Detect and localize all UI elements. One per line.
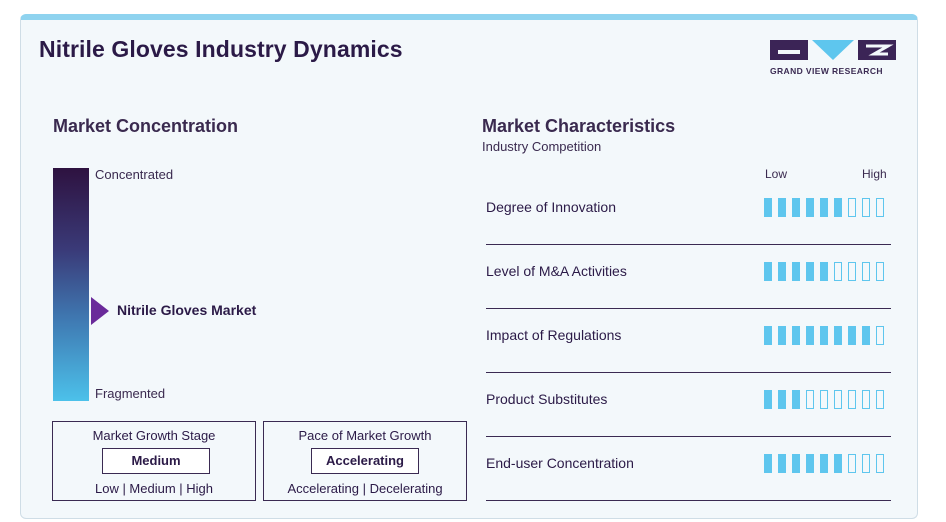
concentration-gradient-bar <box>53 168 89 401</box>
rating-segment-filled <box>834 198 842 217</box>
rating-segment-filled <box>792 326 800 345</box>
scale-high-label: High <box>862 167 887 181</box>
characteristic-row: Level of M&A Activities <box>486 245 891 309</box>
characteristic-row: Impact of Regulations <box>486 309 891 373</box>
concentrated-label: Concentrated <box>95 167 174 182</box>
rating-bars <box>764 198 884 217</box>
characteristic-label: Level of M&A Activities <box>486 263 627 279</box>
rating-segment-filled <box>806 262 814 281</box>
rating-segment-filled <box>792 390 800 409</box>
rating-segment-filled <box>764 262 772 281</box>
rating-segment-filled <box>764 198 772 217</box>
row-divider <box>486 436 891 437</box>
rating-segment-filled <box>778 262 786 281</box>
rating-segment-filled <box>820 198 828 217</box>
rating-segment-empty <box>848 454 856 473</box>
rating-segment-empty <box>862 390 870 409</box>
row-divider <box>486 308 891 309</box>
rating-segment-filled <box>820 454 828 473</box>
rating-segment-filled <box>764 390 772 409</box>
logo-text: GRAND VIEW RESEARCH <box>770 66 883 76</box>
rating-segment-filled <box>806 454 814 473</box>
page-title: Nitrile Gloves Industry Dynamics <box>39 36 403 62</box>
rating-segment-empty <box>862 454 870 473</box>
rating-bars <box>764 390 884 409</box>
growth-stage-value: Medium <box>102 448 210 474</box>
market-characteristics-title: Market Characteristics <box>482 116 676 136</box>
growth-pace-value: Accelerating <box>311 448 419 474</box>
rating-segment-filled <box>792 198 800 217</box>
rating-segment-filled <box>778 454 786 473</box>
growth-stage-box: Market Growth Stage Medium Low | Medium … <box>52 421 256 501</box>
rating-bars <box>764 454 884 473</box>
rating-segment-filled <box>792 262 800 281</box>
rating-segment-empty <box>848 198 856 217</box>
characteristic-label: Impact of Regulations <box>486 327 622 343</box>
row-divider <box>486 244 891 245</box>
rating-segment-filled <box>764 454 772 473</box>
rating-segment-empty <box>834 262 842 281</box>
market-pointer-label: Nitrile Gloves Market <box>117 302 257 318</box>
rating-segment-filled <box>806 326 814 345</box>
scale-low-label: Low <box>765 167 788 181</box>
rating-segment-empty <box>876 454 884 473</box>
rating-segment-empty <box>876 262 884 281</box>
characteristic-label: Product Substitutes <box>486 391 608 407</box>
rating-segment-filled <box>834 454 842 473</box>
rating-segment-filled <box>792 454 800 473</box>
rating-segment-filled <box>764 326 772 345</box>
rating-segment-empty <box>820 390 828 409</box>
rating-segment-empty <box>848 390 856 409</box>
rating-bars <box>764 262 884 281</box>
grand-view-research-logo <box>770 40 896 60</box>
growth-stage-scale: Low | Medium | High <box>94 481 214 496</box>
rating-segment-empty <box>876 390 884 409</box>
rating-segment-filled <box>778 390 786 409</box>
rating-segment-filled <box>820 326 828 345</box>
market-concentration-title: Market Concentration <box>53 116 239 136</box>
rating-segment-filled <box>778 198 786 217</box>
rating-segment-empty <box>876 326 884 345</box>
rating-segment-filled <box>862 326 870 345</box>
growth-pace-title: Pace of Market Growth <box>298 428 432 443</box>
row-divider <box>486 372 891 373</box>
rating-segment-empty <box>834 390 842 409</box>
growth-stage-title: Market Growth Stage <box>92 428 216 443</box>
market-pointer-icon <box>91 297 109 325</box>
rating-segment-filled <box>848 326 856 345</box>
rating-segment-empty <box>862 198 870 217</box>
rating-segment-empty <box>806 390 814 409</box>
rating-segment-filled <box>778 326 786 345</box>
characteristic-row: End-user Concentration <box>486 437 891 501</box>
row-divider <box>486 500 891 501</box>
growth-pace-scale: Accelerating | Decelerating <box>287 481 443 496</box>
rating-segment-empty <box>862 262 870 281</box>
fragmented-label: Fragmented <box>95 386 166 401</box>
industry-competition-subtitle: Industry Competition <box>482 139 602 154</box>
growth-pace-box: Pace of Market Growth Accelerating Accel… <box>263 421 467 501</box>
rating-segment-empty <box>848 262 856 281</box>
rating-segment-filled <box>806 198 814 217</box>
rating-bars <box>764 326 884 345</box>
characteristic-row: Degree of Innovation <box>486 181 891 245</box>
rating-segment-empty <box>876 198 884 217</box>
characteristic-label: End-user Concentration <box>486 455 634 471</box>
rating-segment-filled <box>820 262 828 281</box>
rating-segment-filled <box>834 326 842 345</box>
characteristic-label: Degree of Innovation <box>486 199 616 215</box>
characteristic-row: Product Substitutes <box>486 373 891 437</box>
